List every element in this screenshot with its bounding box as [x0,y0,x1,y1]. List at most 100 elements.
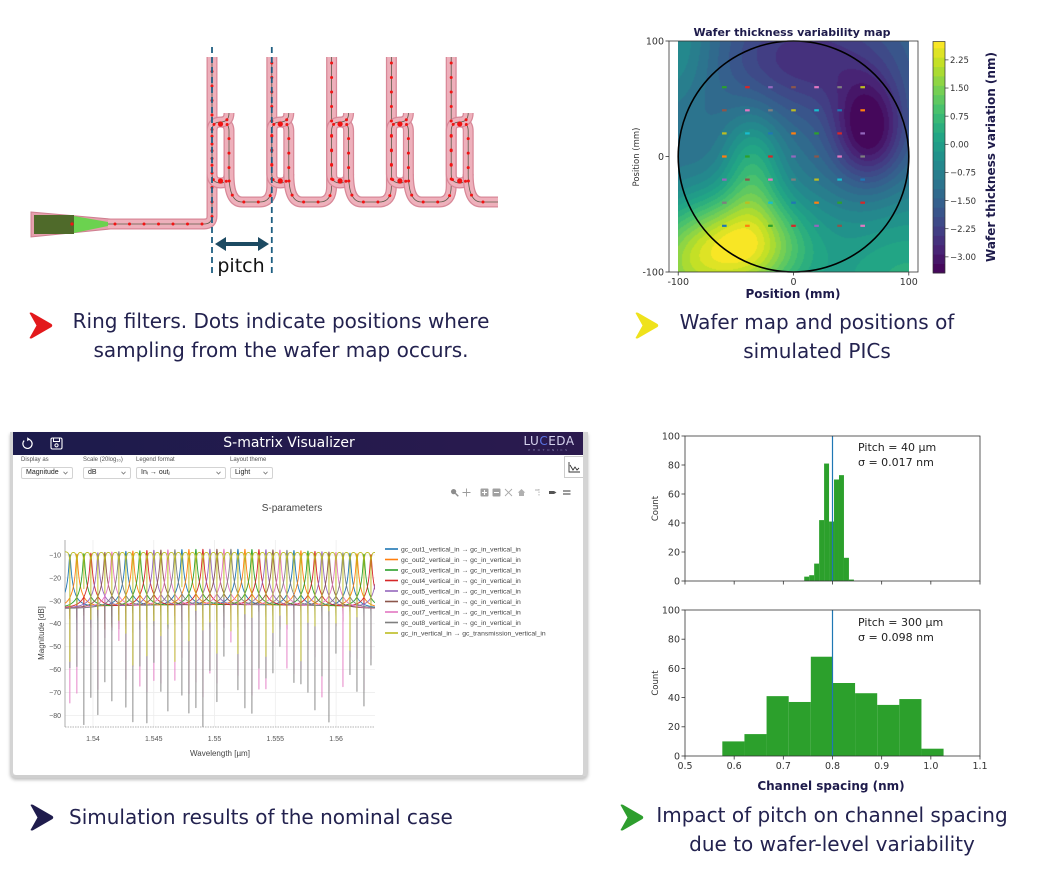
y-tick-label: 60 [668,664,680,675]
zoom-icon[interactable] [450,484,459,497]
legend: gc_out1_vertical_in → gc_in_vertical_ing… [385,546,546,637]
sample-point [791,132,796,135]
sample-point [814,201,819,204]
x-tick-label: 100 [900,277,918,288]
sampling-dot [376,200,380,204]
legend-item[interactable]: gc_out4_vertical_in → gc_in_vertical_in [385,578,521,585]
grating-coupler-taper [74,216,108,233]
legend-format-dropdown[interactable]: Inᵢ → outⱼ [136,467,226,479]
undo-icon[interactable] [21,437,34,450]
reset-axes-home-icon[interactable] [517,484,526,496]
x-tick-label: 1.1 [972,761,987,772]
autoscale-icon[interactable] [504,484,513,497]
colorbar-band [933,132,945,143]
coupler-sampling-dot [217,121,224,127]
sampling-dot [449,119,453,123]
sample-point [722,155,727,158]
chevron-shape [620,804,644,831]
series-lines [65,548,375,727]
caption-line: Ring filters. Dots indicate positions wh… [72,309,490,333]
scale-dropdown[interactable]: dB [83,467,131,479]
legend-label: gc_out5_vertical_in → gc_in_vertical_in [401,588,521,595]
sample-point [860,132,865,135]
sampling-dot [464,179,467,183]
sampling-dot [407,179,411,183]
y-tick-label: −20 [49,575,61,582]
y-axis-label: Count [651,670,661,696]
plot-settings-button[interactable] [564,456,583,478]
logo-text-suffix: EDA [548,434,575,448]
sampling-dot [347,166,351,170]
legend-item[interactable]: gc_in_vertical_in → gc_transmission_vert… [385,630,546,637]
coupler-sampling-dot [217,178,224,184]
stats-annotation: σ = 0.017 nm [858,456,934,469]
colorbar-band [933,66,945,77]
caption-line: sampling from the wafer map occurs. [93,338,469,362]
caption-ring-filters: Ring filters. Dots indicate positions wh… [60,307,502,365]
layout-theme-dropdown[interactable]: Light [230,467,273,479]
y-tick-label: 100 [646,36,664,47]
ring-resonator [266,116,295,189]
sample-point [837,201,842,204]
channel-spacing-histograms: 0 20 40 60 80 100 Count Pitch = 40 µm σ = 0.017 … [651,431,988,793]
legend-item[interactable]: gc_out1_vertical_in → gc_in_vertical_in [385,546,521,553]
sample-point [745,178,750,181]
colorbar-band [933,226,945,236]
sample-point [860,86,865,89]
waveguide-core [327,117,353,188]
histogram-bar [877,704,900,756]
sampling-dot [330,149,334,153]
sampling-dot [448,194,452,198]
histogram-bar [829,521,835,581]
colorbar-band [933,254,945,265]
sample-point [791,224,796,227]
legend-item[interactable]: gc_out6_vertical_in → gc_in_vertical_in [385,599,521,606]
colorbar-tick-label: −2.25 [950,225,976,235]
logo-subtitle: PHOTONICS [528,448,570,452]
legend-item[interactable]: gc_out2_vertical_in → gc_in_vertical_in [385,557,521,564]
sampling-dot [404,118,408,122]
coupler-sampling-dot [457,178,463,184]
legend-item[interactable]: gc_out7_vertical_in → gc_in_vertical_in [385,609,521,616]
colorbar-band [933,216,945,227]
y-tick-label: 40 [668,518,680,529]
sampling-dot [388,194,392,198]
histogram-bar [832,683,856,756]
zoom-out-icon[interactable] [492,484,501,497]
spike-lines-icon[interactable] [533,484,542,496]
y-axis-label: Magnitude [dB] [37,606,46,660]
colorbar: 2.25 1.50 0.75 0.00 −0.75 −1.50 −2.25 −3.00 Wafe… [932,41,998,274]
y-tick-label: -100 [642,267,664,278]
sample-point [722,224,727,227]
save-icon[interactable] [50,437,63,450]
line-chart-icon [568,462,580,473]
sample-point [745,155,750,158]
sample-point [814,109,819,112]
colorbar-tick-label: −0.75 [950,169,976,179]
hover-compare-icon[interactable] [562,484,571,495]
sample-point [814,178,819,181]
ring-resonator [385,116,414,189]
sampling-dot [345,118,348,122]
colorbar-tick-label: 1.50 [950,84,969,94]
zoom-in-icon[interactable] [480,484,489,497]
legend-item[interactable]: gc_out5_vertical_in → gc_in_vertical_in [385,588,521,595]
legend-label: gc_out1_vertical_in → gc_in_vertical_in [401,546,521,553]
colorbar-band [933,104,945,114]
pan-icon[interactable] [462,484,471,497]
legend-item[interactable]: gc_out3_vertical_in → gc_in_vertical_in [385,567,521,574]
sample-point [768,224,773,227]
chevron-green-icon [618,804,644,831]
hover-closest-icon[interactable] [548,484,557,494]
display-as-dropdown[interactable]: Magnitude [21,467,73,479]
pitch-arrow-head-right [258,237,269,251]
sampling-dot [227,151,231,155]
sampling-dot [302,200,306,204]
legend-item[interactable]: gc_out8_vertical_in → gc_in_vertical_in [385,620,521,627]
ring-filter-structure [30,57,498,238]
sampling-dot [344,179,348,183]
sampling-dot [285,118,289,122]
x-tick-label: 0.5 [677,761,692,772]
sampling-dot [466,166,470,170]
sampling-dot [70,222,74,226]
